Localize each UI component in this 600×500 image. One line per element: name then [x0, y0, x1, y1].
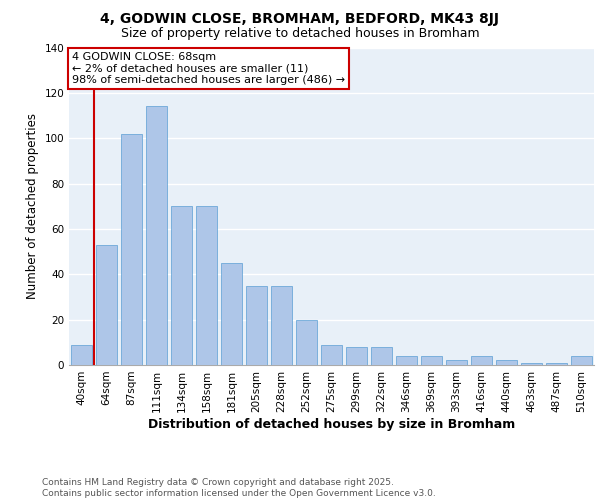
Bar: [96, 245, 117, 365]
Bar: [571, 356, 592, 365]
Text: 4 GODWIN CLOSE: 68sqm
← 2% of detached houses are smaller (11)
98% of semi-detac: 4 GODWIN CLOSE: 68sqm ← 2% of detached h…: [71, 52, 345, 86]
Bar: [546, 362, 567, 365]
Bar: [121, 134, 142, 365]
Text: Size of property relative to detached houses in Bromham: Size of property relative to detached ho…: [121, 28, 479, 40]
Text: Contains HM Land Registry data © Crown copyright and database right 2025.
Contai: Contains HM Land Registry data © Crown c…: [42, 478, 436, 498]
Bar: [296, 320, 317, 365]
Bar: [196, 206, 217, 365]
Bar: [396, 356, 417, 365]
Bar: [246, 286, 267, 365]
Text: 4, GODWIN CLOSE, BROMHAM, BEDFORD, MK43 8JJ: 4, GODWIN CLOSE, BROMHAM, BEDFORD, MK43 …: [101, 12, 499, 26]
Bar: [71, 344, 92, 365]
Bar: [446, 360, 467, 365]
Bar: [146, 106, 167, 365]
X-axis label: Distribution of detached houses by size in Bromham: Distribution of detached houses by size …: [148, 418, 515, 430]
Bar: [321, 344, 342, 365]
Bar: [371, 347, 392, 365]
Bar: [496, 360, 517, 365]
Bar: [421, 356, 442, 365]
Bar: [271, 286, 292, 365]
Bar: [171, 206, 192, 365]
Y-axis label: Number of detached properties: Number of detached properties: [26, 114, 39, 299]
Bar: [471, 356, 492, 365]
Bar: [521, 362, 542, 365]
Bar: [346, 347, 367, 365]
Bar: [221, 263, 242, 365]
